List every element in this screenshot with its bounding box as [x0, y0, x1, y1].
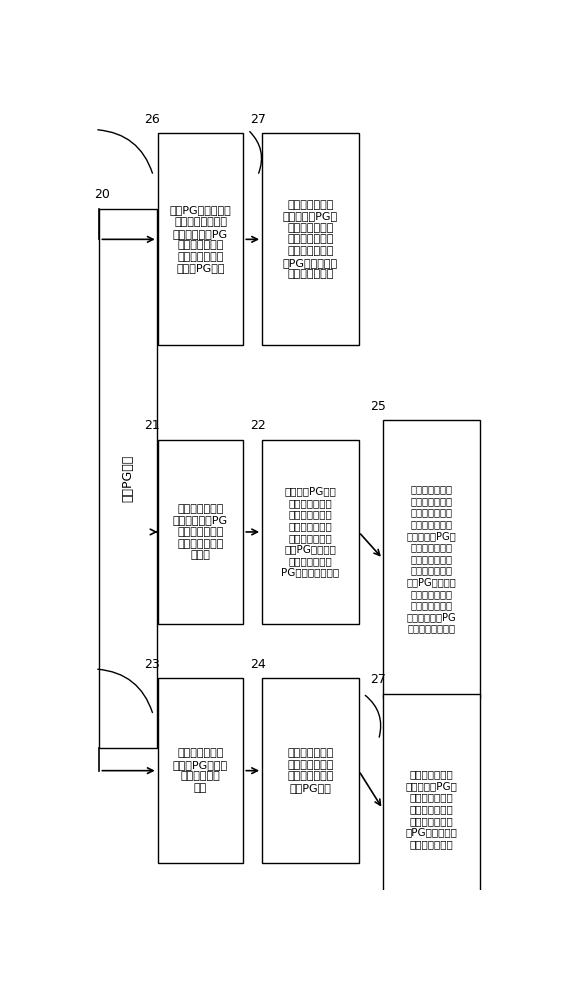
Text: 在第五预设时间
长度后启动PG电
机；若在第六预
设时间长度内出
现超过预设次数
的PG电机停机，
则输出报警提示: 在第五预设时间 长度后启动PG电 机；若在第六预 设时间长度内出 现超过预设次数…: [405, 769, 457, 849]
Text: 检测PG电机的实际
转速，若在第四预
设时间长度内PG
电机的转速小于
预设最低转速，
则停止PG电机: 检测PG电机的实际 转速，若在第四预 设时间长度内PG 电机的转速小于 预设最低…: [170, 205, 231, 273]
Text: 在单位时间长度
内检测PG电机的
霍尔脉冲反馈
个数: 在单位时间长度 内检测PG电机的 霍尔脉冲反馈 个数: [173, 748, 228, 793]
FancyBboxPatch shape: [383, 694, 480, 925]
Text: 实时获取PG电机
发出的霍尔脉冲
个数；每间隔固
定时长根据之前
第一预设时间长
度内PG电机的霍
尔脉冲个数计算
PG电机的实际转速: 实时获取PG电机 发出的霍尔脉冲 个数；每间隔固 定时长根据之前 第一预设时间长…: [281, 486, 340, 578]
Text: 24: 24: [249, 658, 265, 671]
Text: 23: 23: [144, 658, 160, 671]
Text: 27: 27: [371, 673, 386, 686]
Text: 将实际转速与预
设目标转速相匹
配，当实际转速
大于预设目标转
速时，减小PG电
机的导通角；当
实际转速小于预
设目标转速时，
增大PG电机的导
通角；当实际: 将实际转速与预 设目标转速相匹 配，当实际转速 大于预设目标转 速时，减小PG电…: [407, 484, 456, 634]
FancyBboxPatch shape: [99, 209, 156, 748]
FancyBboxPatch shape: [158, 440, 243, 624]
Text: 26: 26: [144, 113, 160, 126]
FancyBboxPatch shape: [262, 440, 359, 624]
Text: 若检测到单位时
间内霍尔脉冲反
馈个数为零，则
停止PG电机: 若检测到单位时 间内霍尔脉冲反 馈个数为零，则 停止PG电机: [287, 748, 333, 793]
Text: 在第五预设时间
长度后启动PG电
机；若在第六预
设时间长度内出
现超过预设次数
的PG电机停机，
则输出报警提示: 在第五预设时间 长度后启动PG电 机；若在第六预 设时间长度内出 现超过预设次数…: [283, 200, 338, 279]
FancyBboxPatch shape: [383, 420, 480, 698]
Text: 20: 20: [94, 188, 109, 201]
Text: 在第二预设时间
长度内向所述PG
电机输出供电电
压预设比例的启
动电压: 在第二预设时间 长度内向所述PG 电机输出供电电 压预设比例的启 动电压: [173, 504, 228, 560]
FancyBboxPatch shape: [262, 678, 359, 863]
Text: 21: 21: [144, 419, 160, 432]
Text: 27: 27: [249, 113, 265, 126]
Text: 25: 25: [371, 400, 386, 413]
Text: 启动PG电机: 启动PG电机: [121, 454, 134, 502]
FancyBboxPatch shape: [262, 133, 359, 345]
FancyBboxPatch shape: [158, 133, 243, 345]
FancyBboxPatch shape: [158, 678, 243, 863]
Text: 22: 22: [249, 419, 265, 432]
